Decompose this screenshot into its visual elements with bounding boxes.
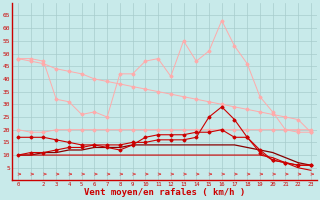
X-axis label: Vent moyen/en rafales ( km/h ): Vent moyen/en rafales ( km/h ) <box>84 188 245 197</box>
